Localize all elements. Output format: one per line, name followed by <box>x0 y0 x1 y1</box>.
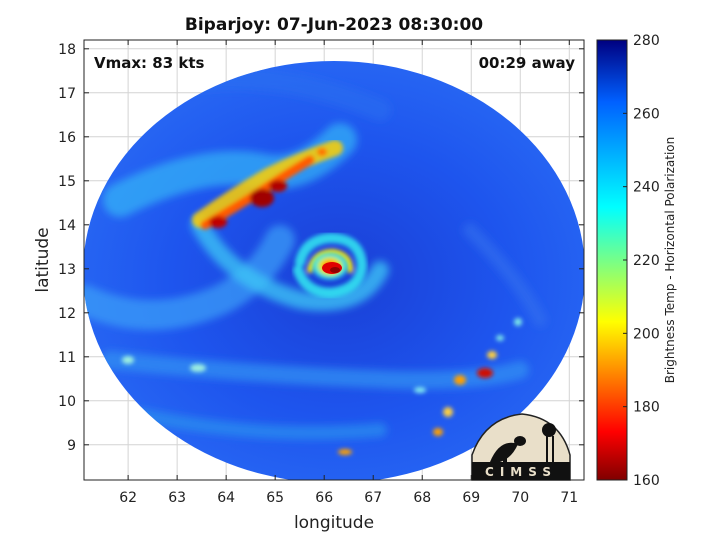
colorbar-tick-label: 240 <box>633 180 660 196</box>
colorbar-tick-label: 180 <box>633 400 660 416</box>
y-axis-ticks: 9 10 11 12 13 14 15 16 17 18 <box>58 42 584 454</box>
x-tick-label: 62 <box>119 490 137 506</box>
y-tick-label: 10 <box>58 394 76 410</box>
y-tick-label: 12 <box>58 306 76 322</box>
x-tick-label: 70 <box>511 490 529 506</box>
colorbar-label: Brightness Temp - Horizontal Polarizatio… <box>663 137 677 384</box>
y-tick-label: 17 <box>58 86 76 102</box>
y-axis-label: latitude <box>33 227 53 292</box>
colorbar-ticks: 160 180 200 220 240 260 280 <box>623 33 660 489</box>
x-axis-label: longitude <box>294 513 374 533</box>
y-tick-label: 15 <box>58 174 76 190</box>
colorbar-tick-label: 280 <box>633 33 660 49</box>
colorbar-tick-label: 220 <box>633 253 660 269</box>
colorbar-tick-label: 260 <box>633 106 660 122</box>
time-away-label: 00:29 away <box>479 54 576 72</box>
cimss-logo: CIMSS <box>471 413 571 481</box>
y-tick-label: 16 <box>58 130 76 146</box>
x-tick-label: 64 <box>217 490 235 506</box>
colorbar <box>596 39 628 481</box>
x-tick-label: 71 <box>560 490 578 506</box>
y-tick-label: 13 <box>58 262 76 278</box>
y-tick-label: 9 <box>67 438 76 454</box>
x-axis-ticks: 62 63 64 65 66 67 68 69 70 71 <box>119 40 578 506</box>
y-tick-label: 11 <box>58 350 76 366</box>
x-tick-label: 69 <box>462 490 480 506</box>
storm-eye <box>310 251 350 281</box>
x-tick-label: 66 <box>315 490 333 506</box>
chart-title: Biparjoy: 07-Jun-2023 08:30:00 <box>185 15 483 35</box>
x-tick-label: 67 <box>364 490 382 506</box>
colorbar-tick-label: 200 <box>633 326 660 342</box>
x-tick-label: 65 <box>266 490 284 506</box>
y-tick-label: 14 <box>58 218 76 234</box>
y-tick-label: 18 <box>58 42 76 58</box>
x-tick-label: 68 <box>413 490 431 506</box>
vmax-label: Vmax: 83 kts <box>94 54 204 72</box>
cimss-logo-text: CIMSS <box>485 465 557 479</box>
x-tick-label: 63 <box>168 490 186 506</box>
microwave-swath <box>84 61 584 480</box>
colorbar-tick-label: 160 <box>633 473 660 489</box>
